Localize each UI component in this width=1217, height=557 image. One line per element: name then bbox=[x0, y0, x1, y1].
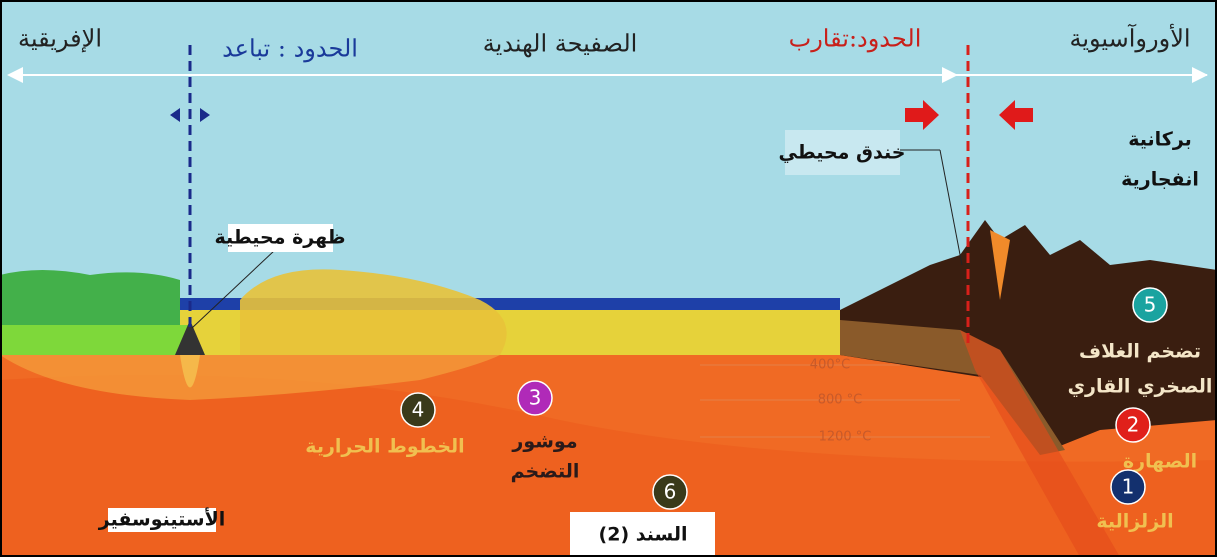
marker bbox=[400, 392, 436, 428]
isotherm-value: 400°C bbox=[810, 358, 850, 373]
trench-label: خندق محيطي bbox=[779, 142, 906, 164]
boundary-label: الحدود : تباعد bbox=[222, 35, 358, 63]
ridge-label: ظهرة محيطية bbox=[214, 227, 345, 249]
boundary-label: الحدود:تقارب bbox=[789, 25, 922, 53]
prism-label: موشور bbox=[511, 431, 577, 453]
thickening-label: الصخري القاري bbox=[1068, 376, 1213, 399]
plate-label: الإفريقية bbox=[18, 25, 102, 53]
asthenosphere-label: الأستينوسفير bbox=[98, 508, 225, 531]
marker-label: 4 bbox=[412, 398, 425, 422]
volcano-label: بركانية bbox=[1128, 129, 1192, 151]
plate-label: الصفيحة الهندية bbox=[483, 30, 638, 58]
caption: السند (2) bbox=[599, 524, 688, 546]
marker-label: 3 bbox=[529, 386, 542, 410]
isotherm-value: 1200 °C bbox=[819, 430, 872, 445]
volcano-label: انفجارية bbox=[1121, 169, 1199, 191]
marker bbox=[1115, 407, 1151, 443]
prism-label: التضخم bbox=[511, 461, 580, 483]
marker-label: 5 bbox=[1144, 293, 1157, 317]
isotherm-value: 800 °C bbox=[818, 393, 863, 408]
isotherm-label: الخطوط الحرارية bbox=[305, 436, 464, 458]
marker-label: 6 bbox=[664, 480, 677, 504]
plate-label: الأوروآسيوية bbox=[1069, 23, 1190, 53]
marker-label: 2 bbox=[1127, 413, 1140, 437]
thickening-label: تضخم الغلاف bbox=[1079, 341, 1201, 363]
marker bbox=[517, 380, 553, 416]
marker bbox=[1110, 469, 1146, 505]
marker-label: 1 bbox=[1122, 475, 1135, 499]
seismic-label: الزلزالية bbox=[1096, 511, 1173, 533]
marker bbox=[1132, 287, 1168, 323]
magma-label: الصهارة bbox=[1123, 451, 1197, 473]
marker bbox=[652, 474, 688, 510]
